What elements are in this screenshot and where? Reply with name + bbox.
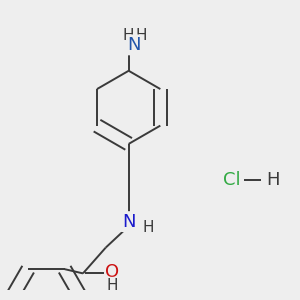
Text: H: H <box>143 220 154 235</box>
Text: O: O <box>106 263 120 281</box>
Text: H: H <box>136 28 147 43</box>
Text: N: N <box>122 213 135 231</box>
Text: H: H <box>107 278 118 293</box>
Text: Cl: Cl <box>224 172 241 190</box>
Text: N: N <box>128 36 141 54</box>
Text: H: H <box>123 28 134 43</box>
Text: H: H <box>267 172 280 190</box>
